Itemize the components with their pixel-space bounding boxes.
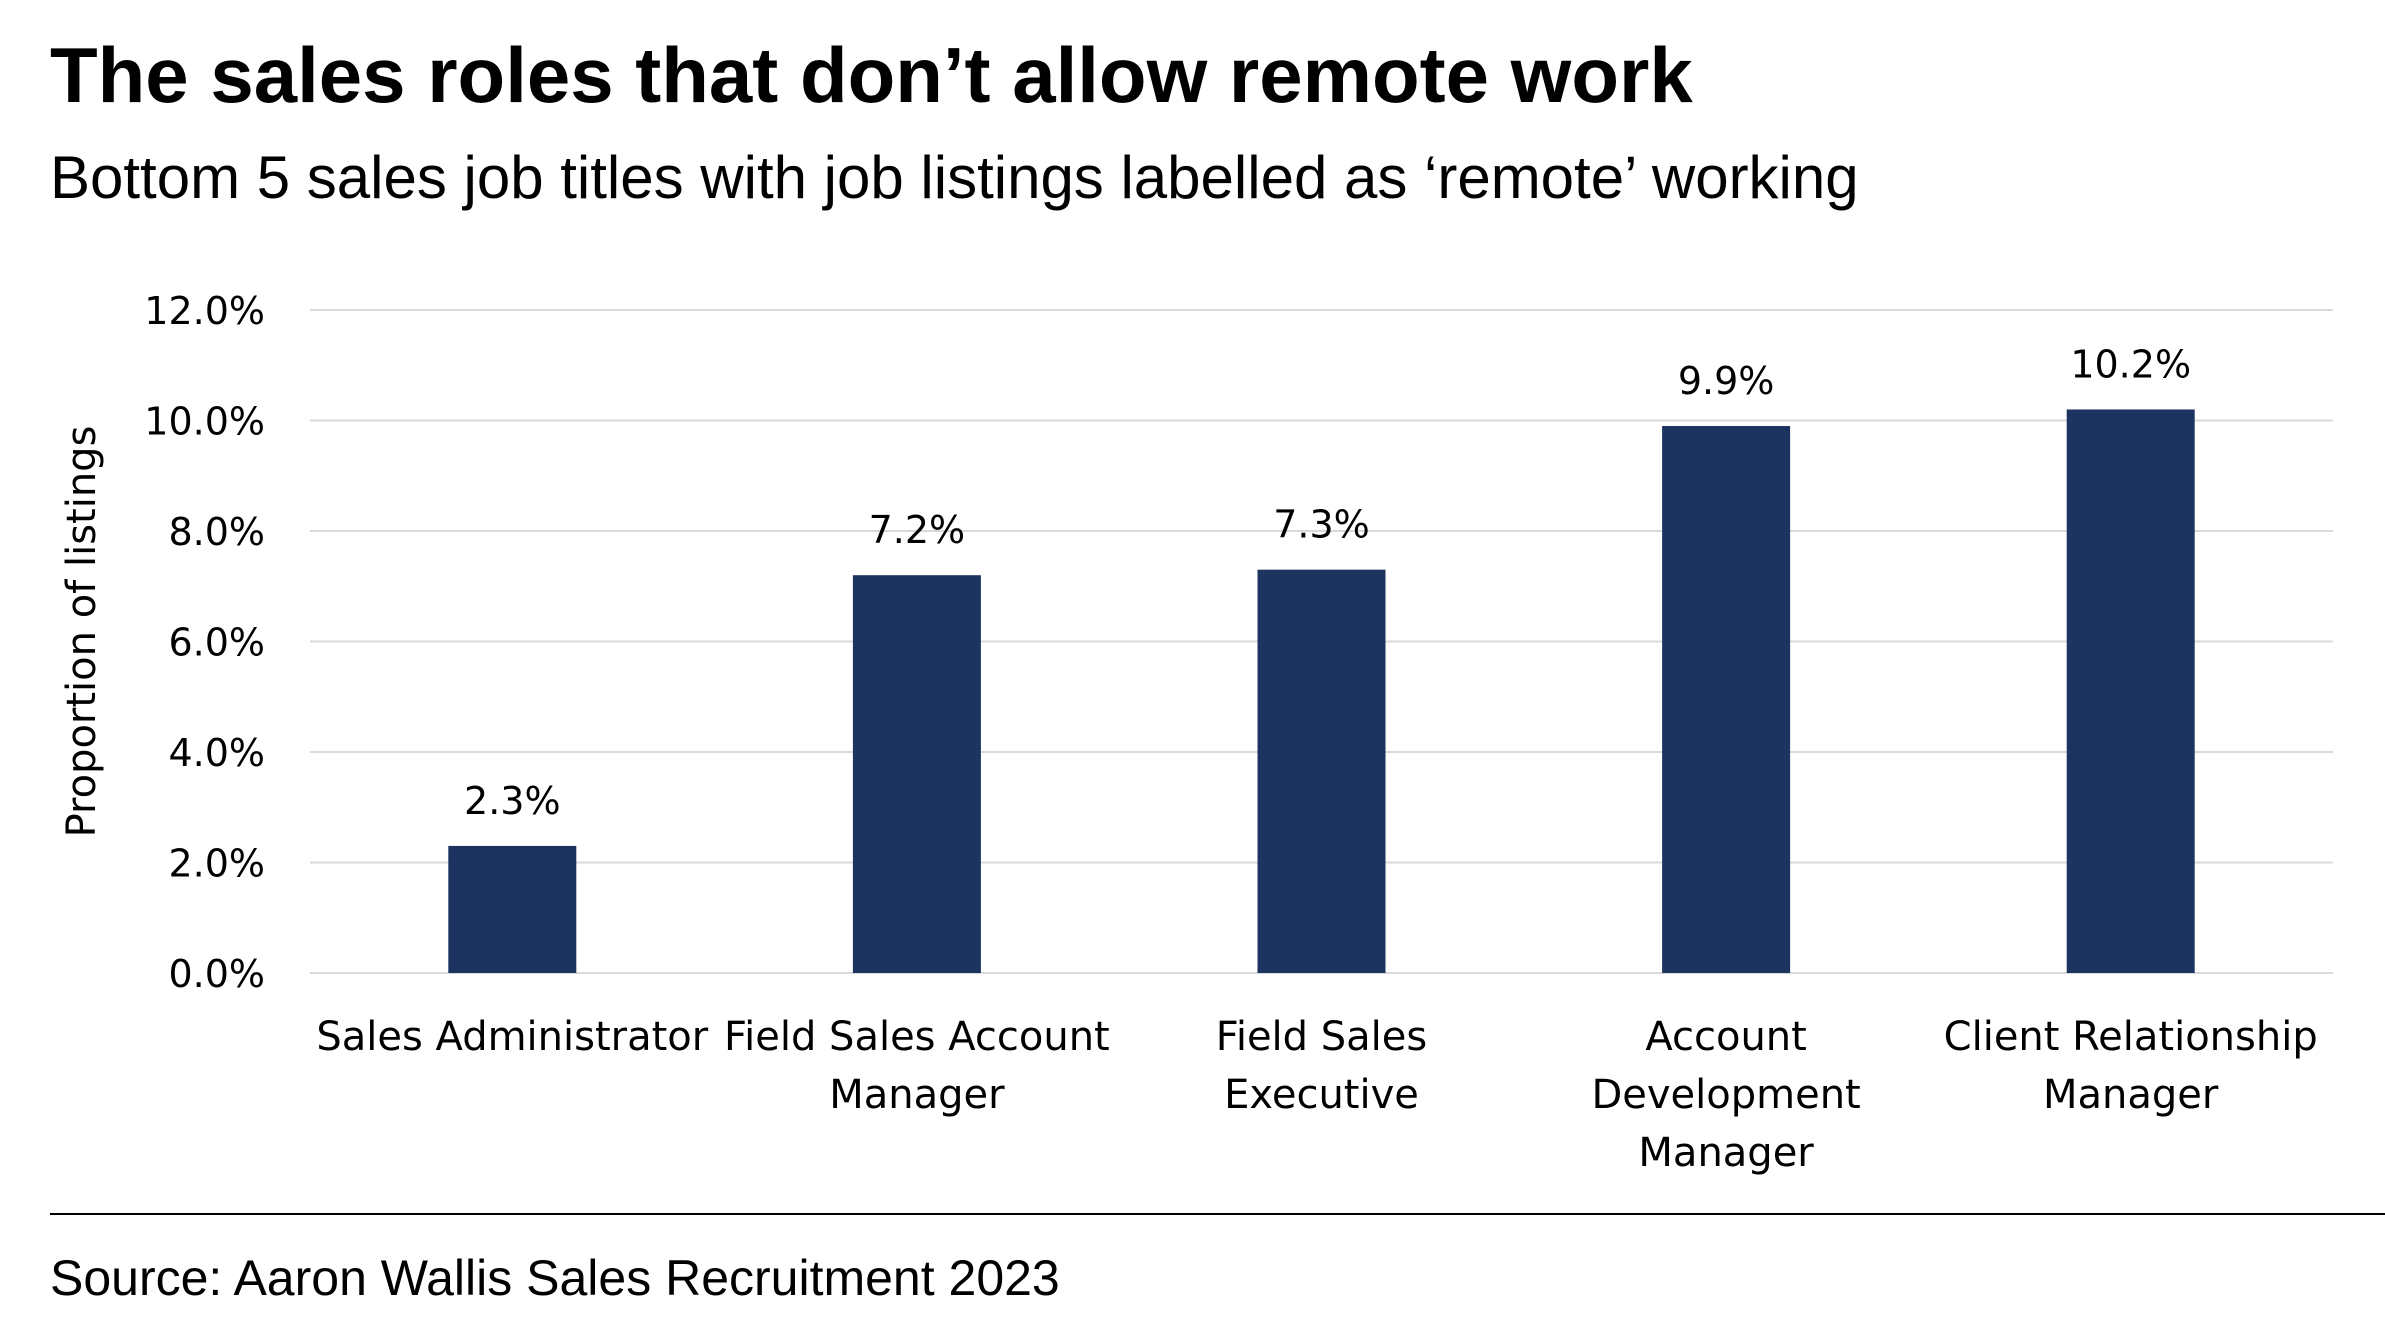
bar-chart: 0.0% 2.0% 4.0% 6.0% 8.0% 10.0% 12.0% Proportion… [59,289,2333,996]
y-tick-label: 0.0% [168,952,265,996]
bar [1662,426,1791,973]
y-tick-label: 10.0% [144,400,265,444]
data-label: 7.2% [869,508,966,552]
bar [448,845,577,973]
y-tick-label: 6.0% [168,621,265,665]
x-category-label: Account Development Manager [1591,1014,1861,1176]
source-note: Source: Aaron Wallis Sales Recruitment 2… [50,1250,1060,1306]
bar [852,575,981,973]
chart-subtitle: Bottom 5 sales job titles with job listi… [50,144,1859,211]
y-tick-label: 2.0% [168,842,265,886]
x-category-label: Field Sales Account Manager [724,1014,1110,1118]
y-tick-label: 12.0% [144,289,265,333]
chart-title: The sales roles that don’t allow remote … [50,31,1693,119]
data-label: 7.3% [1273,503,1370,547]
y-tick-label: 8.0% [168,510,265,554]
x-category-label: Sales Administrator [316,1014,709,1060]
x-category-label: Field Sales Executive [1215,1014,1428,1118]
y-tick-label: 4.0% [168,731,265,775]
bar [1257,569,1386,973]
data-label: 10.2% [2070,342,2191,386]
bar [2066,409,2195,973]
x-category-label: Client Relationship Manager [1943,1014,2318,1118]
footer-divider [50,1213,2385,1215]
data-label: 2.3% [464,779,561,823]
y-axis-title: Proportion of listings [59,426,105,838]
data-label: 9.9% [1678,359,1775,403]
